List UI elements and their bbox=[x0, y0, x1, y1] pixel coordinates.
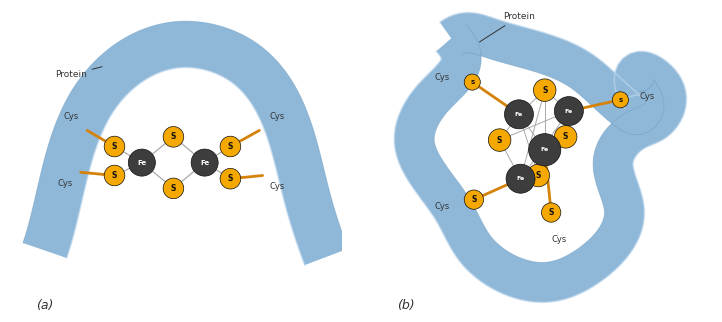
Text: S: S bbox=[227, 174, 233, 183]
Circle shape bbox=[464, 74, 480, 90]
Circle shape bbox=[191, 149, 218, 176]
Polygon shape bbox=[23, 21, 348, 265]
Circle shape bbox=[104, 165, 125, 186]
Text: s: s bbox=[470, 79, 474, 85]
Text: Fe: Fe bbox=[515, 112, 523, 117]
Text: S: S bbox=[170, 132, 176, 141]
Text: S: S bbox=[536, 171, 541, 180]
Circle shape bbox=[506, 164, 535, 193]
Circle shape bbox=[104, 136, 125, 157]
Text: Fe: Fe bbox=[516, 176, 525, 181]
Text: Fe: Fe bbox=[137, 160, 147, 166]
Text: S: S bbox=[563, 132, 568, 141]
Text: S: S bbox=[549, 208, 554, 217]
Circle shape bbox=[488, 129, 511, 151]
Text: S: S bbox=[112, 171, 117, 180]
Text: Protein: Protein bbox=[479, 12, 535, 42]
Text: Fe: Fe bbox=[200, 160, 209, 166]
Circle shape bbox=[220, 168, 240, 189]
Text: S: S bbox=[542, 86, 547, 95]
Circle shape bbox=[464, 190, 484, 209]
Circle shape bbox=[542, 203, 561, 222]
Text: Fe: Fe bbox=[541, 147, 549, 152]
Circle shape bbox=[527, 164, 549, 187]
Text: S: S bbox=[227, 142, 233, 151]
Text: Cys: Cys bbox=[269, 112, 284, 121]
Text: Cys: Cys bbox=[269, 182, 284, 191]
Text: Cys: Cys bbox=[57, 179, 73, 188]
Circle shape bbox=[220, 136, 240, 157]
Circle shape bbox=[163, 127, 183, 147]
Circle shape bbox=[554, 97, 583, 126]
Text: S: S bbox=[497, 136, 503, 145]
Circle shape bbox=[612, 92, 628, 108]
Text: S: S bbox=[170, 184, 176, 193]
Text: Fe: Fe bbox=[565, 109, 573, 114]
Circle shape bbox=[554, 126, 577, 148]
Text: Cys: Cys bbox=[552, 235, 567, 244]
Text: Cys: Cys bbox=[640, 92, 655, 101]
Text: Cys: Cys bbox=[435, 202, 450, 211]
Text: s: s bbox=[618, 97, 622, 103]
Text: S: S bbox=[471, 195, 477, 204]
Text: (b): (b) bbox=[396, 299, 414, 312]
Circle shape bbox=[129, 149, 155, 176]
Circle shape bbox=[163, 178, 183, 199]
Text: Cys: Cys bbox=[435, 73, 450, 82]
Circle shape bbox=[529, 134, 561, 166]
Circle shape bbox=[505, 100, 534, 129]
Text: Cys: Cys bbox=[64, 112, 79, 121]
Text: Protein: Protein bbox=[55, 67, 102, 79]
Text: (a): (a) bbox=[35, 299, 53, 312]
Polygon shape bbox=[394, 13, 687, 302]
Circle shape bbox=[534, 79, 556, 101]
Text: S: S bbox=[112, 142, 117, 151]
